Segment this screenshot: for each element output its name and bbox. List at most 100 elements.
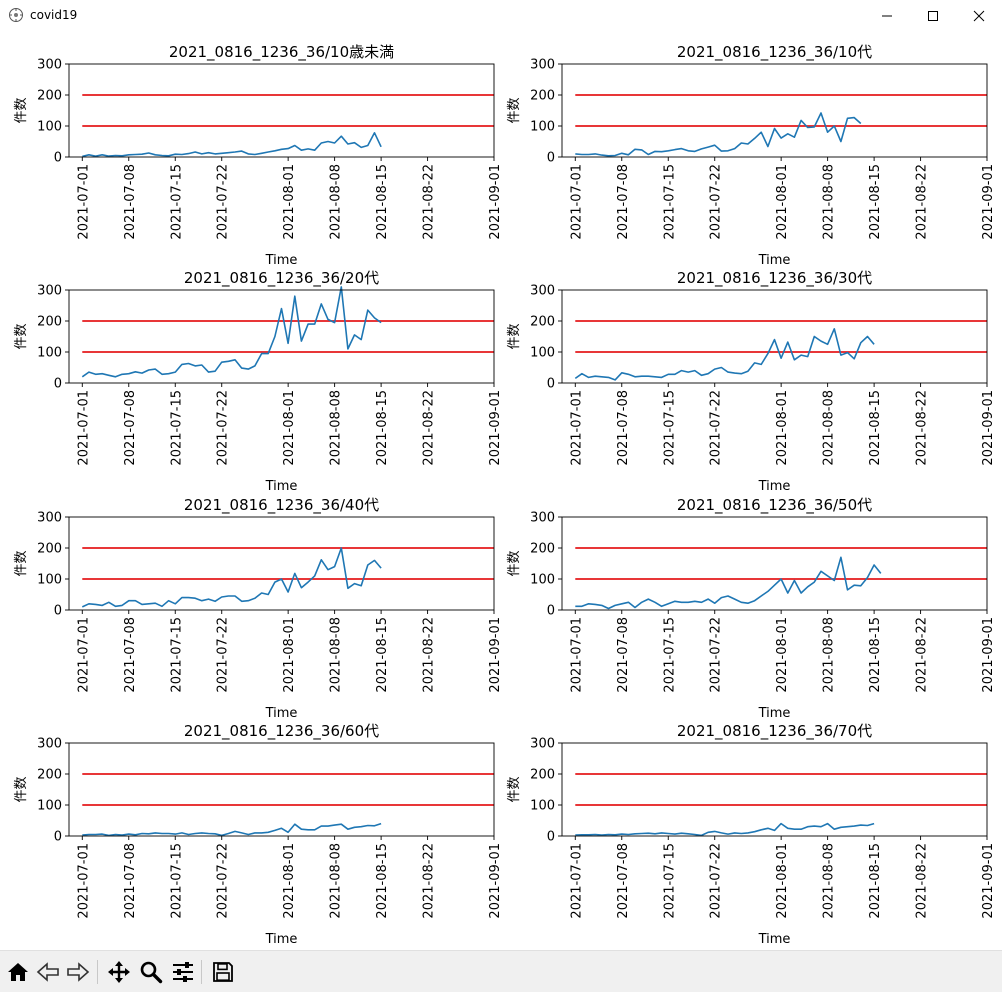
- subplot-title: 2021_0816_1236_36/20代: [184, 269, 379, 288]
- x-tick-label: 2021-08-01: [282, 390, 297, 466]
- zoom-icon: [140, 961, 163, 984]
- y-axis-label: 件数: [507, 97, 522, 123]
- x-tick-label: 2021-08-01: [282, 617, 297, 693]
- figure-canvas[interactable]: 2021_0816_1236_36/10歳未満 0 100 200 300 2021-07…: [0, 32, 1002, 950]
- series-line: [575, 112, 862, 157]
- home-icon: [8, 963, 28, 981]
- x-tick-label: 2021-08-22: [422, 617, 437, 693]
- pan-button[interactable]: [105, 958, 133, 986]
- x-tick-label: 2021-08-22: [422, 843, 437, 919]
- window-title: covid19: [30, 8, 78, 22]
- x-tick-label: 2021-08-08: [329, 843, 344, 919]
- x-tick-label: 2021-08-08: [822, 164, 837, 240]
- series-line: [575, 556, 882, 610]
- x-tick-label: 2021-08-01: [282, 843, 297, 919]
- plot-frame: [561, 516, 988, 611]
- x-tick-label: 2021-07-08: [616, 164, 631, 240]
- y-tick-label: 300: [530, 737, 555, 752]
- x-tick-label: 2021-07-08: [616, 617, 631, 693]
- y-axis-label: 件数: [507, 776, 522, 802]
- forward-button[interactable]: [64, 958, 92, 986]
- maximize-button[interactable]: [910, 0, 956, 32]
- subplot-3: 2021_0816_1236_36/20代 0 100 200 300 2021-07-0…: [14, 269, 503, 494]
- x-tick-label: 2021-08-22: [915, 617, 930, 693]
- back-icon: [36, 962, 59, 982]
- subplot-title: 2021_0816_1236_36/30代: [677, 269, 872, 288]
- y-axis-label: 件数: [14, 550, 29, 576]
- back-button[interactable]: [34, 958, 62, 986]
- x-axis-label: Time: [758, 479, 791, 494]
- minimize-icon: [882, 15, 892, 17]
- y-tick-label: 100: [37, 799, 62, 814]
- plot-frame: [561, 289, 988, 384]
- x-tick-label: 2021-08-22: [422, 164, 437, 240]
- close-button[interactable]: [956, 0, 1002, 32]
- x-tick-label: 2021-07-15: [169, 164, 184, 240]
- y-tick-label: 100: [530, 573, 555, 588]
- configure-subplots-icon: [173, 962, 193, 982]
- y-axis-label: 件数: [14, 776, 29, 802]
- x-tick-label: 2021-07-15: [662, 843, 677, 919]
- x-tick-label: 2021-09-01: [488, 390, 503, 466]
- subplot-title: 2021_0816_1236_36/10歳未満: [169, 43, 394, 62]
- app-icon: [9, 8, 23, 22]
- configure-subplots-button[interactable]: [169, 958, 197, 986]
- x-axis-label: Time: [265, 253, 298, 268]
- x-tick-label: 2021-07-01: [569, 390, 584, 466]
- home-button[interactable]: [4, 958, 32, 986]
- y-tick-label: 0: [547, 377, 555, 392]
- close-icon: [973, 10, 985, 22]
- y-tick-label: 300: [530, 284, 555, 299]
- y-tick-label: 0: [547, 604, 555, 619]
- x-tick-label: 2021-09-01: [981, 843, 996, 919]
- y-tick-label: 300: [530, 58, 555, 73]
- y-tick-label: 100: [530, 346, 555, 361]
- x-tick-label: 2021-08-15: [868, 617, 883, 693]
- x-tick-label: 2021-08-22: [915, 164, 930, 240]
- x-tick-label: 2021-07-01: [569, 617, 584, 693]
- navigation-toolbar: [0, 950, 1002, 992]
- x-tick-label: 2021-07-15: [662, 390, 677, 466]
- x-tick-label: 2021-07-22: [216, 843, 231, 919]
- save-button[interactable]: [209, 958, 237, 986]
- y-tick-label: 200: [37, 315, 62, 330]
- y-tick-label: 100: [530, 120, 555, 135]
- x-tick-label: 2021-08-15: [375, 617, 390, 693]
- subplot-8: 2021_0816_1236_36/70代 0 100 200 300 2021-07-0…: [507, 722, 996, 947]
- x-tick-label: 2021-07-08: [123, 164, 138, 240]
- x-tick-label: 2021-07-22: [216, 390, 231, 466]
- y-tick-label: 0: [54, 377, 62, 392]
- x-tick-label: 2021-08-15: [868, 390, 883, 466]
- x-tick-label: 2021-07-01: [76, 390, 91, 466]
- y-tick-label: 300: [37, 511, 62, 526]
- y-tick-label: 200: [530, 315, 555, 330]
- x-tick-label: 2021-09-01: [488, 617, 503, 693]
- toolbar-separator: [201, 960, 202, 984]
- y-tick-label: 0: [547, 151, 555, 166]
- x-tick-label: 2021-08-01: [775, 617, 790, 693]
- x-tick-label: 2021-07-22: [709, 843, 724, 919]
- y-tick-label: 200: [530, 768, 555, 783]
- x-axis-label: Time: [265, 706, 298, 721]
- subplot-title: 2021_0816_1236_36/40代: [184, 496, 379, 515]
- y-tick-label: 100: [37, 346, 62, 361]
- x-axis-label: Time: [265, 479, 298, 494]
- save-icon: [213, 962, 233, 982]
- y-axis-label: 件数: [507, 550, 522, 576]
- series-line: [574, 327, 875, 381]
- x-tick-label: 2021-07-01: [76, 617, 91, 693]
- subplot-title: 2021_0816_1236_36/10代: [677, 43, 872, 62]
- x-axis-label: Time: [758, 253, 791, 268]
- minimize-button[interactable]: [864, 0, 910, 32]
- x-tick-label: 2021-08-08: [329, 390, 344, 466]
- series-line: [575, 822, 875, 837]
- x-tick-label: 2021-08-22: [915, 390, 930, 466]
- maximize-icon: [928, 11, 938, 21]
- x-tick-label: 2021-08-08: [329, 617, 344, 693]
- zoom-button[interactable]: [137, 958, 165, 986]
- plot-frame: [561, 63, 988, 158]
- x-tick-label: 2021-07-15: [662, 164, 677, 240]
- subplot-7: 2021_0816_1236_36/60代 0 100 200 300 2021-07-0…: [14, 722, 503, 947]
- x-tick-label: 2021-08-01: [775, 164, 790, 240]
- x-tick-label: 2021-08-08: [822, 390, 837, 466]
